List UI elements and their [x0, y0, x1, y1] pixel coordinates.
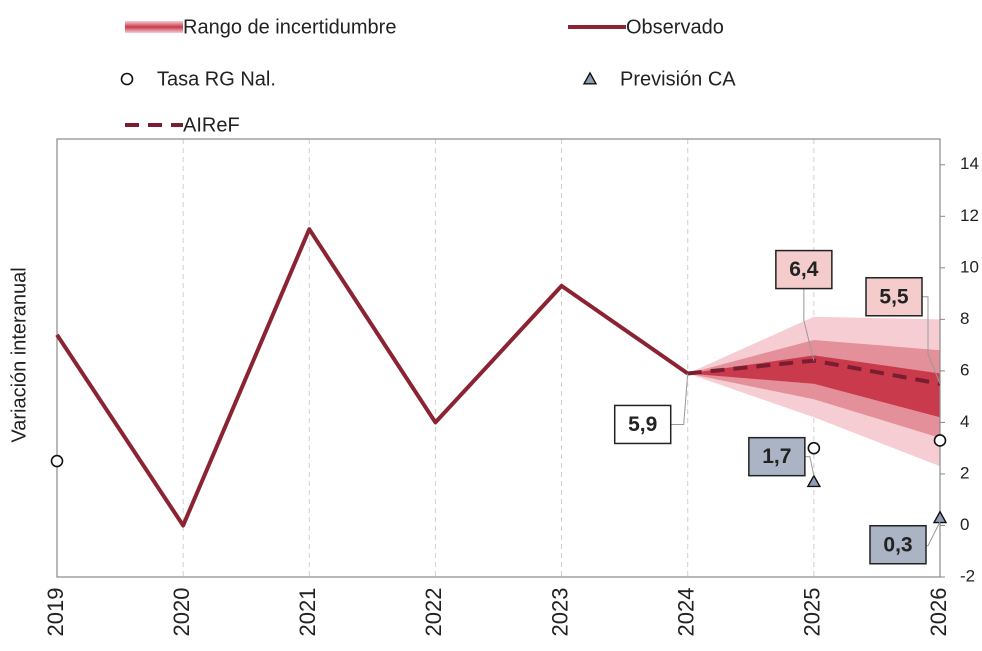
- leader-line: [926, 521, 941, 547]
- y-tick-label: 6: [960, 360, 969, 379]
- y-tick-label: 10: [960, 257, 979, 276]
- y-tick-label: -2: [960, 566, 975, 585]
- value-label: 6,4: [789, 258, 819, 281]
- plot-frame: [56, 138, 941, 578]
- y-tick-label: 8: [960, 309, 969, 328]
- leader-line: [803, 288, 815, 361]
- legend-label: Tasa RG Nal.: [157, 68, 276, 90]
- value-label: 1,7: [762, 445, 791, 468]
- label-box: [869, 524, 927, 565]
- rg-point: [50, 454, 64, 468]
- uncertainty-band: [687, 339, 940, 438]
- leader-line: [670, 373, 689, 425]
- legend-label: Rango de incertidumbre: [183, 16, 396, 38]
- y-tick-label: 0: [960, 515, 969, 534]
- y-tick-label: 12: [960, 206, 979, 225]
- x-tick-label: 2024: [674, 588, 699, 637]
- label-box: [613, 404, 672, 445]
- y-tick-label: 4: [960, 412, 969, 431]
- x-tick-label: 2019: [43, 588, 68, 637]
- legend-swatch: [120, 72, 134, 86]
- value-label: 5,9: [628, 413, 657, 436]
- ca-point: [806, 474, 822, 488]
- x-tick-label: 2023: [547, 588, 572, 637]
- leader-line: [922, 296, 941, 384]
- x-tick-label: 2021: [295, 588, 320, 637]
- legend-swatch: [582, 71, 598, 85]
- ca-point: [932, 510, 948, 524]
- label-box: [865, 277, 923, 317]
- legend-label: Observado: [626, 16, 724, 38]
- label-box: [775, 249, 833, 290]
- x-tick-label: 2020: [169, 588, 194, 637]
- value-label: 5,5: [879, 285, 909, 308]
- rg-point: [807, 441, 821, 455]
- x-tick-label: 2022: [421, 588, 446, 637]
- label-box: [748, 436, 806, 477]
- x-tick-label: 2026: [926, 588, 951, 637]
- legend-label: AIReF: [183, 114, 240, 136]
- observed-line: [55, 227, 689, 528]
- legend-label: Previsión CA: [620, 68, 736, 90]
- value-label: 0,3: [883, 533, 912, 556]
- y-tick-label: 2: [960, 463, 969, 482]
- legend-swatch: [125, 21, 183, 33]
- rg-point: [933, 434, 947, 447]
- y-axis-title: Variación interanual: [8, 267, 30, 442]
- x-tick-label: 2025: [800, 588, 825, 637]
- y-tick-label: 14: [960, 154, 979, 173]
- leader-line: [804, 456, 815, 476]
